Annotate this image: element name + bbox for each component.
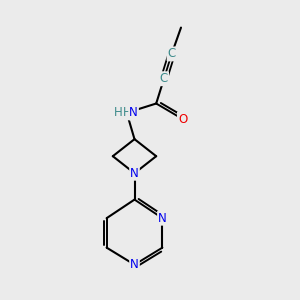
Text: O: O [178, 112, 187, 125]
Text: N: N [158, 212, 167, 225]
Text: H: H [114, 106, 122, 119]
Text: N: N [130, 258, 139, 271]
Text: N: N [129, 106, 138, 119]
Text: C: C [160, 72, 168, 85]
Text: N: N [130, 167, 139, 180]
Text: H: H [122, 106, 131, 119]
Text: C: C [168, 47, 176, 60]
